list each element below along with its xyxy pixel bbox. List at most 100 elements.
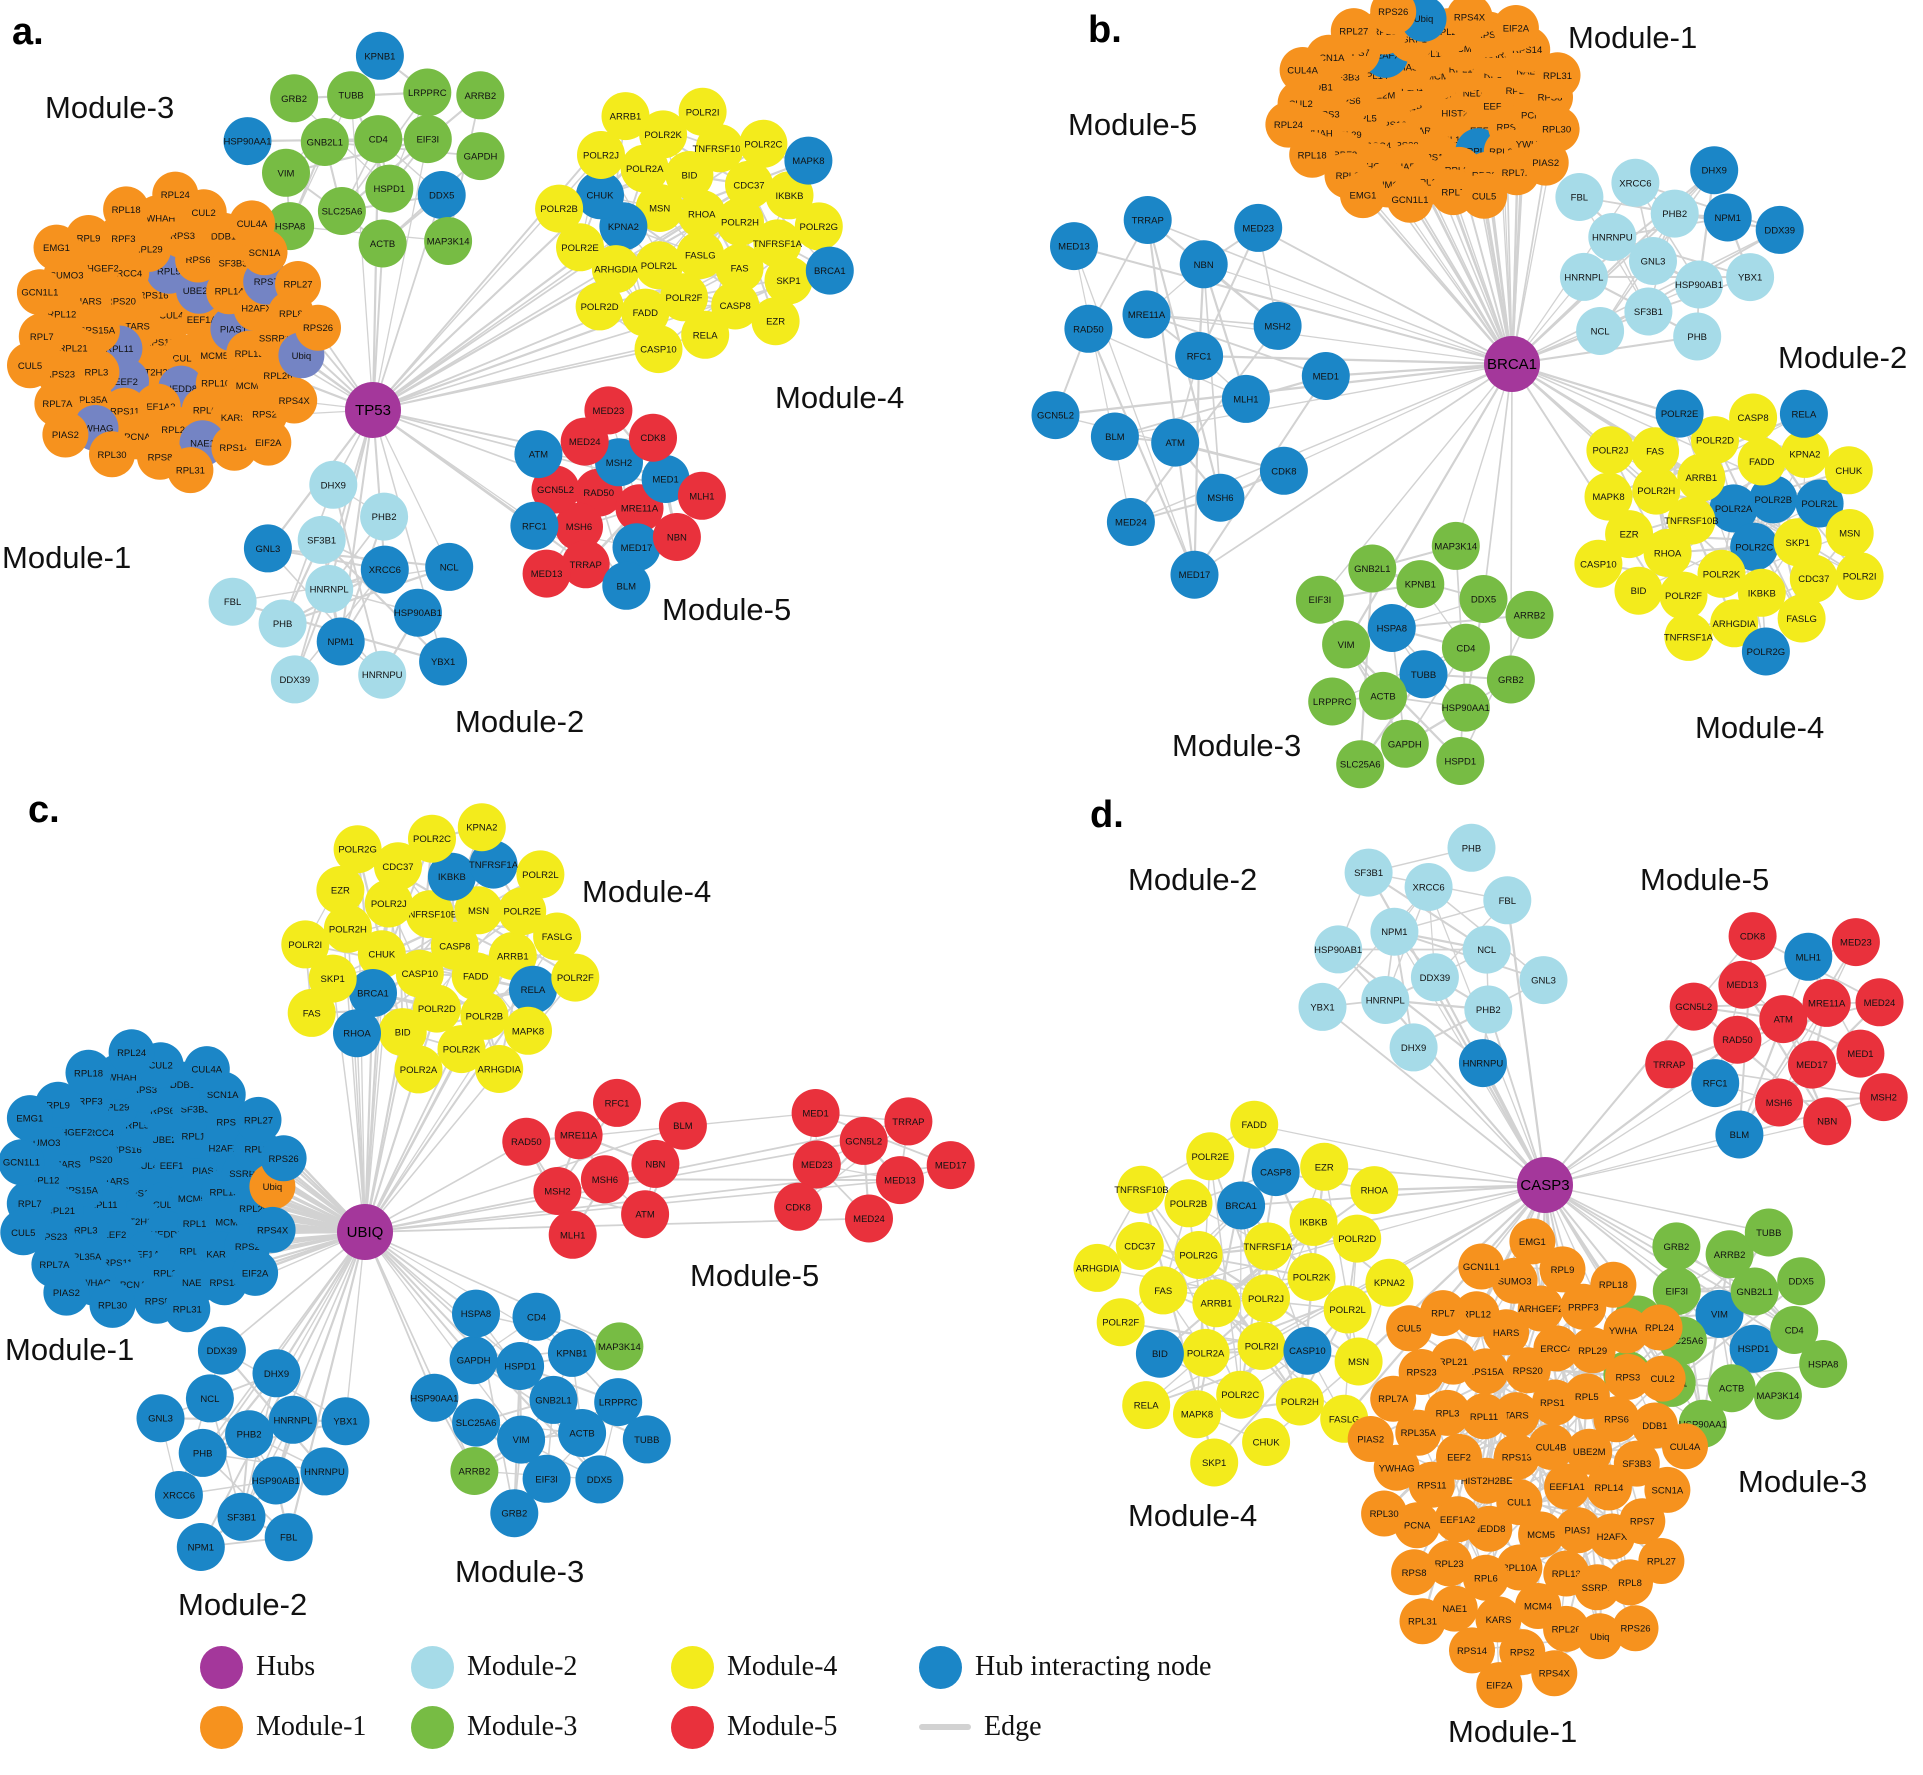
- node-PIAS2[interactable]: PIAS2: [1347, 1416, 1394, 1462]
- node-CDK8[interactable]: CDK8: [1259, 446, 1308, 495]
- gene-node-circle[interactable]: [1289, 1197, 1338, 1246]
- node-MED24[interactable]: MED24: [1106, 498, 1155, 546]
- gene-node-circle[interactable]: [1386, 1305, 1433, 1352]
- gene-node-circle[interactable]: [1629, 237, 1677, 285]
- node-MAP3K14[interactable]: MAP3K14: [595, 1322, 644, 1371]
- node-POLR2G[interactable]: POLR2G: [1741, 627, 1790, 676]
- gene-node-circle[interactable]: [1803, 1097, 1852, 1146]
- node-RPS11[interactable]: RPS11: [1408, 1461, 1455, 1508]
- gene-node-circle[interactable]: [308, 954, 357, 1003]
- node-MED24[interactable]: MED24: [845, 1194, 893, 1243]
- gene-node-circle[interactable]: [374, 842, 422, 891]
- gene-node-circle[interactable]: [1475, 1596, 1522, 1643]
- gene-node-circle[interactable]: [154, 1471, 203, 1519]
- gene-node-circle[interactable]: [1322, 620, 1371, 669]
- gene-node-circle[interactable]: [1308, 677, 1357, 726]
- node-EMG1[interactable]: EMG1: [6, 1095, 53, 1142]
- gene-node-circle[interactable]: [1365, 1258, 1414, 1307]
- gene-node-circle[interactable]: [427, 852, 476, 901]
- gene-node-circle[interactable]: [65, 1049, 112, 1096]
- gene-node-circle[interactable]: [1729, 393, 1778, 442]
- node-SF3B3[interactable]: SF3B3: [1613, 1440, 1660, 1487]
- node-EIF2A[interactable]: EIF2A: [1476, 1662, 1523, 1709]
- gene-node-circle[interactable]: [490, 1489, 539, 1538]
- gene-node-circle[interactable]: [1115, 1222, 1164, 1270]
- node-SF3B1[interactable]: SF3B1: [217, 1492, 266, 1541]
- node-RPL24[interactable]: RPL24: [1636, 1304, 1683, 1351]
- node-YBX1[interactable]: YBX1: [1298, 982, 1347, 1031]
- node-EIF3I[interactable]: EIF3I: [522, 1454, 571, 1503]
- node-CUL5[interactable]: CUL5: [7, 342, 53, 389]
- node-GAPDH[interactable]: GAPDH: [449, 1336, 498, 1385]
- gene-node-circle[interactable]: [300, 118, 349, 166]
- node-DDX5[interactable]: DDX5: [417, 171, 466, 219]
- node-POLR2J[interactable]: POLR2J: [1242, 1274, 1290, 1323]
- gene-node-circle[interactable]: [595, 1322, 644, 1371]
- node-MSH2[interactable]: MSH2: [1859, 1073, 1908, 1122]
- node-DHX9[interactable]: DHX9: [309, 460, 358, 509]
- gene-node-circle[interactable]: [1644, 1466, 1691, 1513]
- gene-node-circle[interactable]: [631, 1139, 680, 1188]
- node-GRB2[interactable]: GRB2: [1486, 655, 1535, 704]
- node-EZR[interactable]: EZR: [751, 297, 800, 346]
- node-ATM[interactable]: ATM: [1151, 418, 1200, 467]
- gene-node-circle[interactable]: [295, 304, 341, 351]
- node-GNB2L1[interactable]: GNB2L1: [529, 1375, 578, 1424]
- node-TARS[interactable]: TARS: [1493, 1392, 1540, 1439]
- gene-node-circle[interactable]: [1718, 960, 1767, 1009]
- gene-node-circle[interactable]: [316, 866, 365, 914]
- gene-node-circle[interactable]: [1569, 1327, 1616, 1374]
- gene-node-circle[interactable]: [1050, 222, 1098, 271]
- node-FADD[interactable]: FADD: [1230, 1100, 1279, 1149]
- gene-node-circle[interactable]: [1631, 427, 1680, 476]
- gene-node-circle[interactable]: [317, 187, 366, 235]
- node-TNFRSF10B[interactable]: TNFRSF10B: [1114, 1165, 1169, 1214]
- gene-node-circle[interactable]: [1461, 172, 1508, 219]
- node-Ubiq[interactable]: Ubiq: [1576, 1613, 1623, 1660]
- node-LRPPRC[interactable]: LRPPRC: [403, 68, 452, 117]
- node-SF3B1[interactable]: SF3B1: [1624, 287, 1673, 336]
- node-CUL4A[interactable]: CUL4A: [183, 1046, 230, 1093]
- node-HNRNPU[interactable]: HNRNPU: [358, 650, 407, 699]
- gene-node-circle[interactable]: [612, 523, 661, 572]
- node-MED23[interactable]: MED23: [584, 386, 633, 435]
- gene-node-circle[interactable]: [1636, 1304, 1683, 1351]
- node-PHB[interactable]: PHB: [258, 599, 307, 648]
- node-NBN[interactable]: NBN: [631, 1139, 680, 1188]
- node-RPL24[interactable]: RPL24: [1265, 101, 1312, 148]
- gene-node-circle[interactable]: [1544, 1463, 1591, 1510]
- node-MRE11A[interactable]: MRE11A: [1802, 978, 1851, 1027]
- gene-node-circle[interactable]: [1186, 1132, 1235, 1181]
- gene-node-circle[interactable]: [502, 1117, 551, 1166]
- gene-node-circle[interactable]: [1584, 472, 1633, 521]
- gene-node-circle[interactable]: [753, 219, 802, 268]
- node-DDX5[interactable]: DDX5: [1777, 1257, 1826, 1306]
- gene-node-circle[interactable]: [457, 803, 506, 852]
- gene-node-circle[interactable]: [1323, 1285, 1372, 1334]
- gene-node-circle[interactable]: [327, 71, 376, 120]
- gene-node-circle[interactable]: [514, 430, 563, 479]
- gene-node-circle[interactable]: [533, 912, 582, 961]
- node-SF3B1[interactable]: SF3B1: [297, 515, 346, 564]
- gene-node-circle[interactable]: [1737, 437, 1786, 486]
- gene-node-circle[interactable]: [1795, 479, 1844, 528]
- gene-node-circle[interactable]: [354, 115, 403, 164]
- node-MSH6[interactable]: MSH6: [555, 502, 603, 551]
- gene-node-circle[interactable]: [791, 1089, 840, 1137]
- gene-node-circle[interactable]: [1370, 907, 1419, 956]
- gene-node-circle[interactable]: [475, 1045, 524, 1093]
- gene-node-circle[interactable]: [805, 246, 854, 295]
- gene-node-circle[interactable]: [1361, 976, 1410, 1024]
- node-TNFRSF10B[interactable]: TNFRSF10B: [403, 890, 457, 939]
- gene-node-circle[interactable]: [1755, 1078, 1803, 1127]
- gene-node-circle[interactable]: [1237, 1321, 1286, 1370]
- gene-node-circle[interactable]: [1586, 426, 1635, 475]
- node-FASLG[interactable]: FASLG: [533, 912, 582, 961]
- node-PHB2[interactable]: PHB2: [1650, 189, 1699, 238]
- node-RHOA[interactable]: RHOA: [1643, 528, 1692, 577]
- node-CUL4A[interactable]: CUL4A: [1279, 47, 1326, 93]
- node-HSPD1[interactable]: HSPD1: [1729, 1324, 1778, 1373]
- node-BID[interactable]: BID: [1135, 1329, 1184, 1378]
- node-CUL5[interactable]: CUL5: [1461, 172, 1508, 219]
- node-NCL[interactable]: NCL: [425, 542, 474, 591]
